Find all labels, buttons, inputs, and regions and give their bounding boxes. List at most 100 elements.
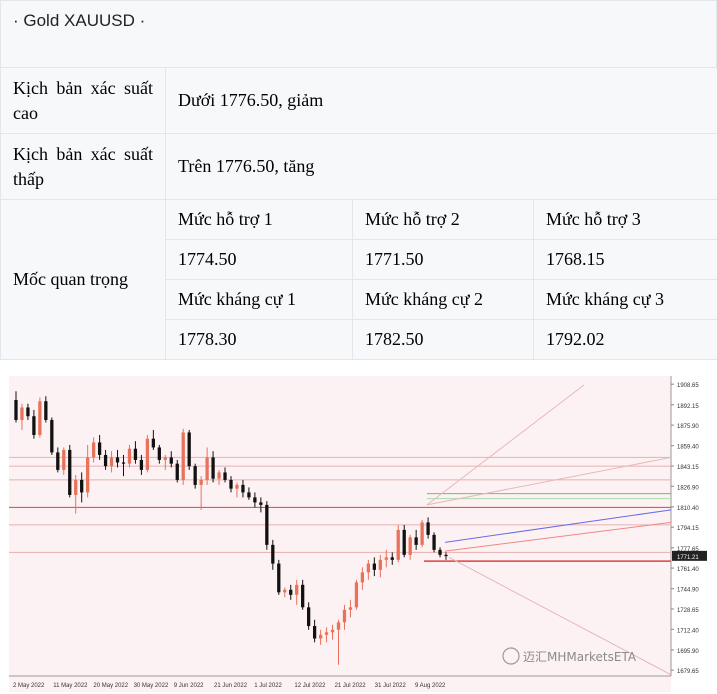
price-axis-background bbox=[671, 376, 709, 692]
x-tick-label: 2 May 2022 bbox=[13, 683, 45, 689]
scenario-table: Kịch bản xác suất cao Dưới 1776.50, giảm… bbox=[0, 67, 717, 360]
candle-down bbox=[307, 607, 311, 627]
candle-down bbox=[432, 534, 436, 550]
y-tick-label: 1794.15 bbox=[677, 526, 699, 532]
candle-down bbox=[241, 484, 245, 493]
y-tick-label: 1908.65 bbox=[677, 383, 699, 389]
candle-down bbox=[151, 438, 155, 448]
y-tick-label: 1810.40 bbox=[677, 506, 699, 512]
candle-down bbox=[312, 626, 317, 639]
candle-up bbox=[354, 582, 359, 608]
candle-up bbox=[336, 622, 341, 630]
y-tick-label: 1761.40 bbox=[677, 567, 699, 573]
blue-trend-line bbox=[444, 509, 672, 543]
candlestick-chart-svg: 1908.65 1892.15 1875.90 1859.40 1843.15 1826.… bbox=[9, 376, 709, 692]
candle-down bbox=[68, 449, 72, 495]
candle-up bbox=[109, 457, 114, 467]
low-scenario-value: Trên 1776.50, tăng bbox=[178, 156, 315, 176]
candle-up bbox=[127, 448, 132, 464]
candle-up bbox=[420, 522, 424, 545]
candle-up bbox=[181, 432, 185, 480]
y-tick-label: 1712.40 bbox=[677, 628, 699, 634]
high-scenario-label-cell: Kịch bản xác suất cao bbox=[0, 67, 166, 134]
support-1-value: 1774.50 bbox=[165, 239, 353, 280]
resistance-1-value: 1778.30 bbox=[165, 319, 353, 360]
low-scenario-label-cell: Kịch bản xác suất thấp bbox=[0, 133, 166, 200]
title-header: · Gold XAUUSD · bbox=[0, 0, 717, 68]
candle-up bbox=[205, 457, 209, 480]
low-scenario-value-cell: Trên 1776.50, tăng bbox=[164, 133, 717, 200]
y-tick-label: 1728.65 bbox=[677, 608, 699, 614]
candle-up bbox=[378, 559, 382, 570]
candle-down bbox=[247, 492, 251, 498]
candle-down bbox=[211, 457, 215, 479]
candle-down bbox=[44, 401, 48, 420]
y-tick-label: 1695.90 bbox=[677, 649, 699, 655]
candle-up bbox=[235, 484, 239, 489]
fan-line bbox=[426, 384, 585, 506]
candle-down bbox=[133, 448, 138, 460]
candle-up bbox=[283, 589, 287, 593]
candle-up bbox=[408, 537, 412, 555]
candle-up bbox=[163, 457, 167, 460]
price-chart: 1908.65 1892.15 1875.90 1859.40 1843.15 1826.… bbox=[9, 376, 709, 692]
candle-up bbox=[62, 449, 66, 470]
high-scenario-value-cell: Dưới 1776.50, giảm bbox=[164, 67, 717, 134]
candle-down bbox=[289, 589, 293, 595]
candle-down bbox=[139, 459, 144, 470]
candle-down bbox=[301, 584, 305, 608]
x-tick-label: 31 Jul 2022 bbox=[375, 683, 407, 689]
candle-down bbox=[223, 472, 227, 480]
candle-up bbox=[199, 479, 203, 485]
candle-down bbox=[372, 563, 376, 570]
y-tick-label: 1744.90 bbox=[677, 588, 699, 594]
candle-down bbox=[103, 454, 108, 467]
x-tick-label: 11 May 2022 bbox=[53, 683, 88, 689]
candle-down bbox=[259, 502, 263, 505]
candle-down bbox=[229, 479, 233, 489]
y-tick-label: 1892.15 bbox=[677, 404, 699, 410]
page-title: · Gold XAUUSD · bbox=[13, 11, 146, 30]
y-tick-label: 1679.65 bbox=[677, 669, 699, 675]
fan-line bbox=[426, 456, 672, 506]
x-tick-label: 30 May 2022 bbox=[134, 683, 169, 689]
y-tick-label: 1777.65 bbox=[677, 547, 699, 553]
candle-up bbox=[360, 572, 365, 583]
resistance-2-header: Mức kháng cự 2 bbox=[352, 279, 534, 320]
support-1-header: Mức hỗ trợ 1 bbox=[165, 199, 353, 240]
candle-up bbox=[295, 584, 299, 595]
candle-down bbox=[414, 537, 418, 545]
y-tick-label: 1826.90 bbox=[677, 485, 699, 491]
candle-down bbox=[175, 463, 179, 480]
candle-down bbox=[426, 522, 430, 535]
table-row-resistance-values: 1778.30 1782.50 1792.02 bbox=[1, 319, 717, 360]
fan-line bbox=[448, 556, 672, 676]
candle-up bbox=[74, 479, 78, 495]
resistance-3-header: Mức kháng cự 3 bbox=[532, 279, 717, 320]
resistance-1-header: Mức kháng cự 1 bbox=[165, 279, 353, 320]
candle-down bbox=[265, 504, 269, 545]
y-tick-label: 1875.90 bbox=[677, 424, 699, 430]
high-scenario-label: Kịch bản xác suất cao bbox=[13, 77, 153, 123]
candle-down bbox=[169, 457, 173, 464]
candle-up bbox=[91, 442, 96, 458]
table-row-support-values: 1774.50 1771.50 1768.15 bbox=[1, 239, 717, 280]
candle-down bbox=[32, 416, 36, 435]
x-tick-label: 21 Jun 2022 bbox=[214, 683, 248, 689]
low-scenario-label: Kịch bản xác suất thấp bbox=[13, 143, 153, 189]
support-2-value: 1771.50 bbox=[352, 239, 534, 280]
candle-down bbox=[121, 462, 126, 464]
candle-up bbox=[20, 407, 24, 420]
y-tick-label: 1859.40 bbox=[677, 445, 699, 451]
x-tick-label: 9 Jun 2022 bbox=[174, 683, 204, 689]
candle-down bbox=[271, 544, 275, 564]
y-tick-label: 1843.15 bbox=[677, 465, 699, 471]
watermark-text: 迈汇MHMarketsETA bbox=[523, 650, 637, 664]
candle-down bbox=[253, 497, 257, 503]
candle-down bbox=[97, 442, 102, 455]
candle-up bbox=[86, 457, 90, 493]
resistance-2-value: 1782.50 bbox=[352, 319, 534, 360]
candle-down bbox=[26, 407, 30, 417]
current-price-box bbox=[672, 550, 707, 561]
support-2-header: Mức hỗ trợ 2 bbox=[352, 199, 534, 240]
